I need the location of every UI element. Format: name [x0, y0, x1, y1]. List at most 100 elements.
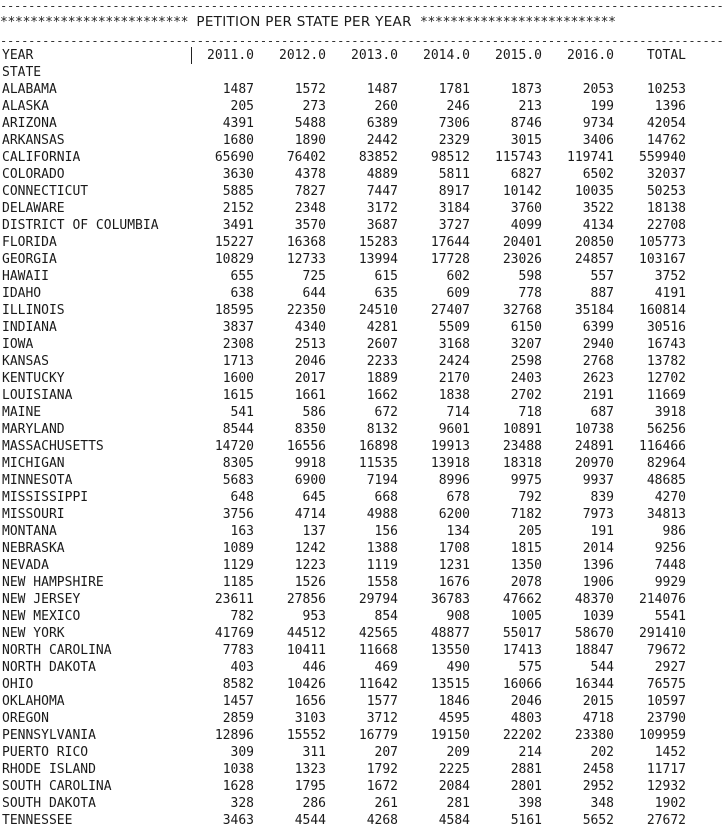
- value-2015: 23488: [502, 439, 542, 454]
- value-2014: 9601: [438, 422, 470, 437]
- value-2012: 1656: [294, 694, 326, 709]
- value-2015: 205: [518, 524, 542, 539]
- table-row: ALASKA 205 273 260 246 213 199 1396: [0, 98, 724, 115]
- value-2016: 16344: [574, 677, 614, 692]
- value-2013: 854: [374, 609, 398, 624]
- value-total: 22708: [646, 218, 686, 233]
- value-2015: 10142: [502, 184, 542, 199]
- value-2016: 48370: [574, 592, 614, 607]
- value-2016: 20850: [574, 235, 614, 250]
- value-total: 7448: [654, 558, 686, 573]
- value-2014: 3727: [438, 218, 470, 233]
- state-name: MARYLAND: [2, 422, 65, 437]
- value-2016: 2623: [582, 371, 614, 386]
- column-separator: [191, 47, 192, 64]
- value-2013: 16898: [358, 439, 398, 454]
- value-2015: 2046: [510, 694, 542, 709]
- value-2014: 1846: [438, 694, 470, 709]
- table-row: NEVADA 1129 1223 1119 1231 1350 1396 7448: [0, 557, 724, 574]
- value-2011: 12896: [214, 728, 254, 743]
- value-2012: 3570: [294, 218, 326, 233]
- value-total: 48685: [646, 473, 686, 488]
- value-2015: 213: [518, 99, 542, 114]
- value-2015: 32768: [502, 303, 542, 318]
- value-2013: 15283: [358, 235, 398, 250]
- value-2016: 5652: [582, 813, 614, 828]
- table-row: LOUISIANA 1615 1661 1662 1838 2702 2191 11669: [0, 387, 724, 404]
- value-2011: 328: [230, 796, 254, 811]
- value-2014: 2084: [438, 779, 470, 794]
- value-2012: 44512: [286, 626, 326, 641]
- value-2015: 398: [518, 796, 542, 811]
- value-total: 56256: [646, 422, 686, 437]
- value-2012: 27856: [286, 592, 326, 607]
- value-2016: 687: [590, 405, 614, 420]
- value-2013: 1388: [366, 541, 398, 556]
- value-2011: 2859: [222, 711, 254, 726]
- value-2011: 1038: [222, 762, 254, 777]
- value-2015: 4803: [510, 711, 542, 726]
- value-2011: 1680: [222, 133, 254, 148]
- value-2013: 4268: [366, 813, 398, 828]
- state-name: NEW JERSEY: [2, 592, 81, 607]
- table-row: GEORGIA 10829 12733 13994 17728 23026 24857 103…: [0, 251, 724, 268]
- state-name: ARIZONA: [2, 116, 57, 131]
- value-2015: 22202: [502, 728, 542, 743]
- value-2015: 7182: [510, 507, 542, 522]
- state-name: CONNECTICUT: [2, 184, 89, 199]
- value-2014: 2329: [438, 133, 470, 148]
- value-2015: 2881: [510, 762, 542, 777]
- value-total: 14762: [646, 133, 686, 148]
- value-2012: 311: [302, 745, 326, 760]
- state-name: MAINE: [2, 405, 42, 420]
- value-2012: 12733: [286, 252, 326, 267]
- value-2014: 5811: [438, 167, 470, 182]
- value-2015: 1873: [510, 82, 542, 97]
- value-2013: 2442: [366, 133, 398, 148]
- state-name: MISSOURI: [2, 507, 65, 522]
- value-2011: 10829: [214, 252, 254, 267]
- value-2013: 3687: [366, 218, 398, 233]
- value-2011: 782: [230, 609, 254, 624]
- value-2016: 839: [590, 490, 614, 505]
- value-2016: 199: [590, 99, 614, 114]
- value-2012: 1242: [294, 541, 326, 556]
- value-2016: 7973: [582, 507, 614, 522]
- value-total: 160814: [639, 303, 686, 318]
- value-2015: 2801: [510, 779, 542, 794]
- value-2013: 42565: [358, 626, 398, 641]
- value-2011: 163: [230, 524, 254, 539]
- value-2015: 6150: [510, 320, 542, 335]
- table-row: OHIO 8582 10426 11642 13515 16066 16344 76575: [0, 676, 724, 693]
- table-row: FLORIDA 15227 16368 15283 17644 20401 20850 105…: [0, 234, 724, 251]
- value-2015: 1350: [510, 558, 542, 573]
- table-row: KENTUCKY 1600 2017 1889 2170 2403 2623 12702: [0, 370, 724, 387]
- table-row: RHODE ISLAND 1038 1323 1792 2225 2881 2458 1171…: [0, 761, 724, 778]
- value-total: 5541: [654, 609, 686, 624]
- value-2013: 261: [374, 796, 398, 811]
- value-2014: 4595: [438, 711, 470, 726]
- value-2013: 1487: [366, 82, 398, 97]
- value-2014: 1838: [438, 388, 470, 403]
- value-2014: 5509: [438, 320, 470, 335]
- value-2012: 2348: [294, 201, 326, 216]
- state-name: RHODE ISLAND: [2, 762, 96, 777]
- state-name: NEW YORK: [2, 626, 65, 641]
- table-row: INDIANA 3837 4340 4281 5509 6150 6399 30516: [0, 319, 724, 336]
- table-row: ARIZONA 4391 5488 6389 7306 8746 9734 42054: [0, 115, 724, 132]
- state-name: MASSACHUSETTS: [2, 439, 104, 454]
- value-2013: 1558: [366, 575, 398, 590]
- state-name: OKLAHOMA: [2, 694, 65, 709]
- table-row: IOWA 2308 2513 2607 3168 3207 2940 16743: [0, 336, 724, 353]
- state-name: NEBRASKA: [2, 541, 65, 556]
- state-label: STATE: [2, 65, 42, 80]
- value-2012: 1890: [294, 133, 326, 148]
- state-name: OHIO: [2, 677, 34, 692]
- value-total: 18138: [646, 201, 686, 216]
- value-2012: 5488: [294, 116, 326, 131]
- value-2016: 191: [590, 524, 614, 539]
- table-row: IDAHO 638 644 635 609 778 887 4191: [0, 285, 724, 302]
- value-2014: 2424: [438, 354, 470, 369]
- value-total: 1396: [654, 99, 686, 114]
- value-2014: 134: [446, 524, 470, 539]
